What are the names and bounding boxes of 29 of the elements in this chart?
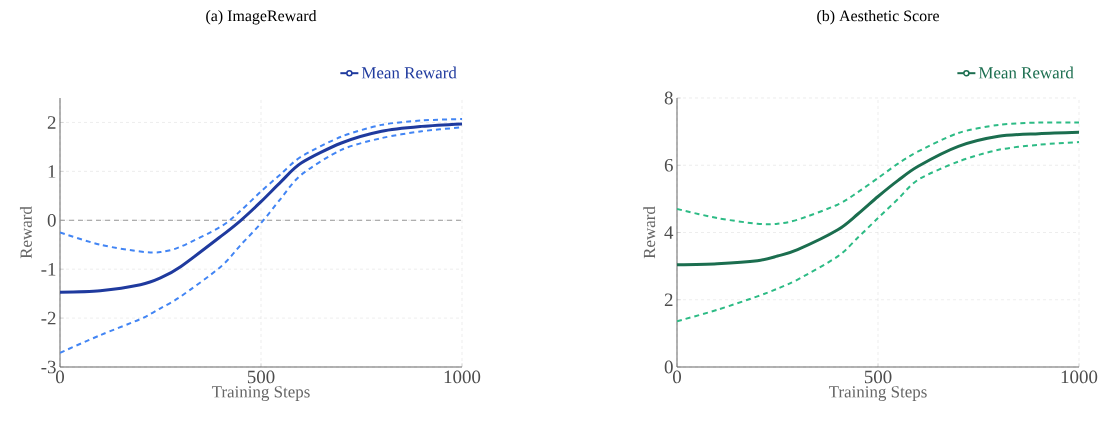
y-tick-label: -3 [41, 360, 56, 374]
line-series [677, 130, 1080, 267]
x-axis-title: Training Steps [211, 386, 310, 401]
x-tick-label: 500 [864, 370, 892, 384]
y-tick-label: 4 [664, 226, 674, 239]
y-axis-title: Reward [19, 206, 32, 259]
x-tick-label: 1000 [1061, 370, 1098, 384]
y-tick-label: 0 [664, 360, 673, 374]
chart-title: (a) ImageReward [206, 10, 317, 25]
line-series [60, 118, 462, 254]
line-series [677, 121, 1080, 226]
chart-title: (b) Aesthetic Score [817, 10, 939, 25]
y-tick-label: 0 [47, 213, 56, 227]
line-series [60, 126, 462, 354]
x-tick-label: 500 [247, 370, 275, 384]
y-tick-label: 2 [664, 293, 673, 307]
y-tick-label: 6 [664, 158, 673, 172]
y-tick-label: 2 [47, 116, 56, 129]
y-tick-label: 1 [48, 165, 56, 178]
line-series [677, 141, 1080, 323]
y-tick-label: -1 [41, 262, 56, 276]
y-tick-label: -2 [41, 311, 56, 325]
x-tick-label: 1000 [444, 370, 481, 384]
legend-label: Mean Reward [978, 66, 1074, 79]
x-axis-title: Training Steps [828, 386, 927, 401]
line-series [60, 122, 462, 294]
y-tick-label: 8 [664, 91, 673, 105]
legend-label: Mean Reward [361, 66, 457, 79]
y-axis-title: Reward [643, 206, 656, 259]
